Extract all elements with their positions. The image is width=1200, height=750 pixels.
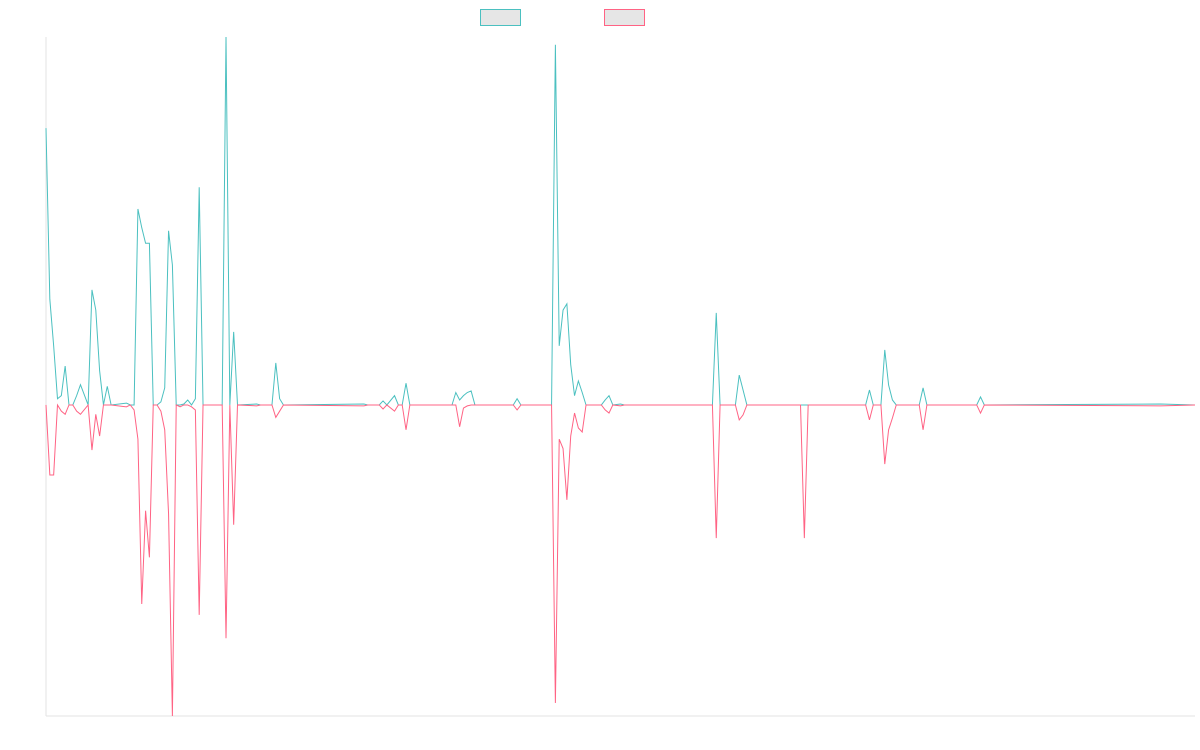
- legend-swatch[interactable]: [480, 9, 521, 26]
- data-line: [45, 36, 1196, 406]
- legend-swatch[interactable]: [604, 9, 645, 26]
- data-line: [45, 403, 1196, 717]
